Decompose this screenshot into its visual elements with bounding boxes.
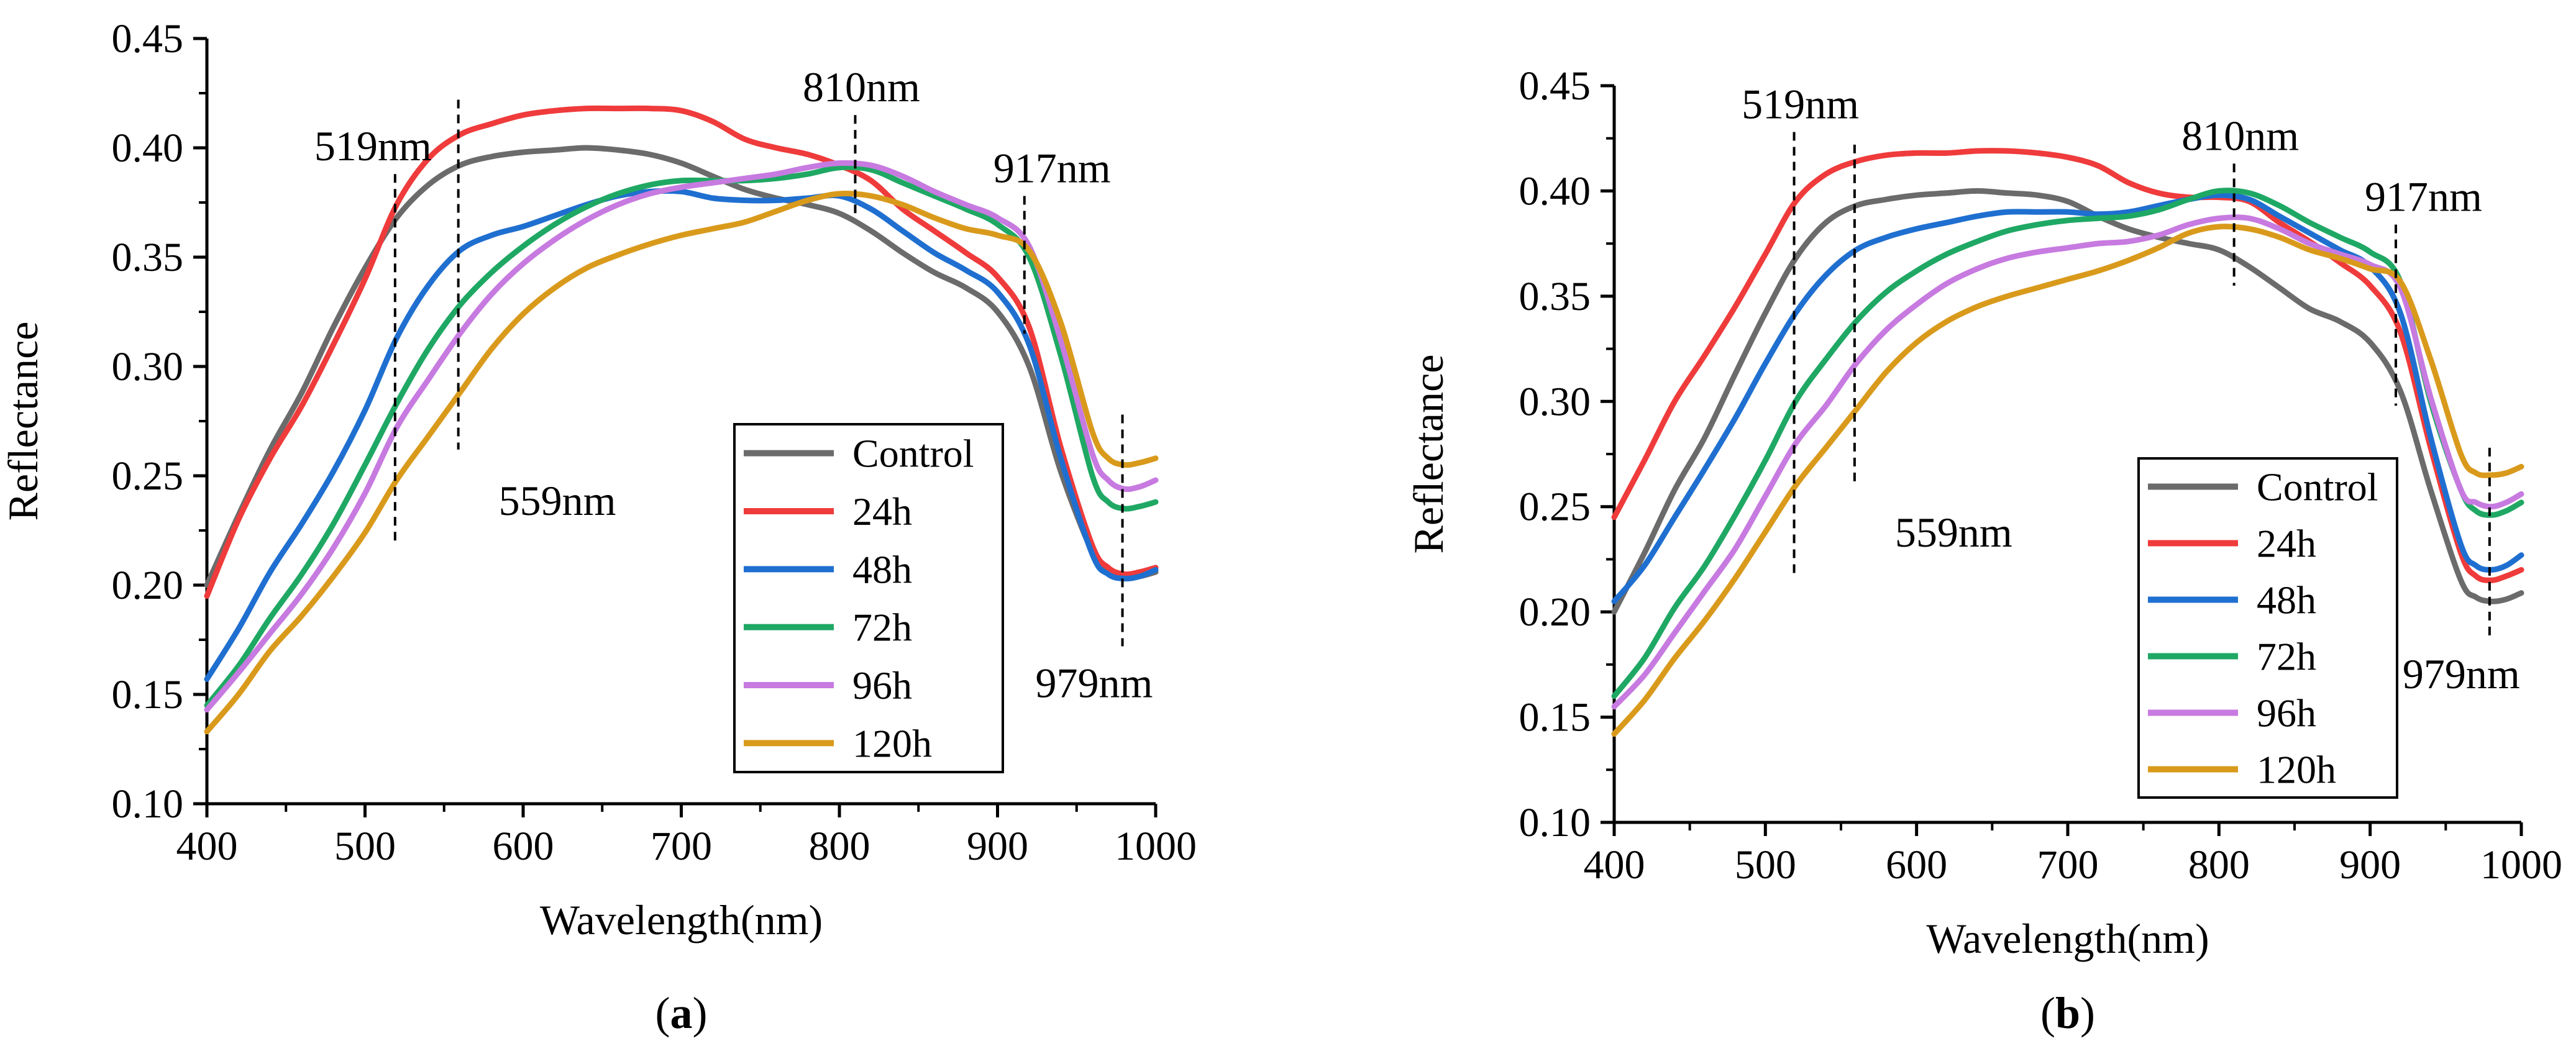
legend-label: Control <box>852 432 974 476</box>
y-axis-title: Reflectance <box>0 322 47 521</box>
x-tick-label: 400 <box>176 824 238 869</box>
panel-label: (a) <box>655 988 708 1038</box>
series-line-96h <box>1611 214 2524 710</box>
y-tick-label: 0.10 <box>1519 800 1591 845</box>
legend-label: 72h <box>2257 635 2316 679</box>
series-line-48h <box>1611 192 2524 604</box>
x-tick-label: 800 <box>809 824 870 869</box>
x-tick-label: 600 <box>493 824 554 869</box>
y-tick-label: 0.15 <box>1519 695 1591 740</box>
series-line-96h <box>204 160 1159 713</box>
legend-label: 120h <box>852 721 932 765</box>
chart-panel-a: 400 500 600 700 800 900 1000 0.10 0.15 0.20 0.25 0.… <box>0 16 1197 1038</box>
legend-box <box>2137 457 2398 799</box>
x-axis-title: Wavelength(nm) <box>1926 915 2209 962</box>
y-tick-label: 0.35 <box>1519 274 1591 319</box>
x-tick-label: 600 <box>1886 842 1947 888</box>
y-tick-label: 0.40 <box>1519 168 1591 214</box>
legend-label: 72h <box>852 606 912 650</box>
series-line-24h <box>204 105 1159 599</box>
y-tick-label: 0.30 <box>112 344 184 389</box>
x-tick-label: 800 <box>2188 842 2250 888</box>
series-line-control <box>204 145 1159 588</box>
y-tick-label: 0.35 <box>112 235 184 280</box>
y-tick-label: 0.25 <box>1519 484 1591 530</box>
legend-label: 48h <box>2257 578 2316 622</box>
y-tick-label: 0.15 <box>112 672 184 717</box>
annotation-label: 810nm <box>2181 112 2299 159</box>
annotation-label: 810nm <box>803 63 920 111</box>
x-tick-label: 700 <box>651 824 712 869</box>
y-tick-label: 0.45 <box>1519 63 1591 109</box>
series-line-48h <box>204 188 1159 682</box>
legend-label: 96h <box>852 663 912 707</box>
y-tick-label: 0.45 <box>112 16 184 61</box>
x-tick-label: 400 <box>1584 842 1645 888</box>
y-tick-label: 0.10 <box>112 781 184 827</box>
x-tick-label: 700 <box>2037 842 2099 888</box>
legend-label: Control <box>2257 465 2378 509</box>
panel-label: (b) <box>2040 988 2095 1038</box>
y-axis-title: Reflectance <box>1405 355 1452 554</box>
annotation-label: 979nm <box>1036 660 1153 707</box>
annotation-label: 559nm <box>499 477 616 524</box>
legend-box <box>733 423 1004 773</box>
series-line-72h <box>204 164 1159 709</box>
x-tick-label: 1000 <box>2480 842 2562 888</box>
y-tick-label: 0.20 <box>1519 589 1591 635</box>
legend-label: 120h <box>2257 748 2336 792</box>
annotation-label: 917nm <box>2365 173 2482 221</box>
legend-label: 24h <box>852 489 912 534</box>
series-line-120h <box>1611 224 2524 737</box>
x-axis-title: Wavelength(nm) <box>540 896 823 944</box>
y-tick-label: 0.30 <box>1519 379 1591 424</box>
legend-label: 24h <box>2257 522 2316 566</box>
annotation-label: 979nm <box>2403 650 2520 698</box>
legend-label: 96h <box>2257 691 2316 735</box>
annotation-label: 559nm <box>1895 509 2012 556</box>
y-tick-label: 0.25 <box>112 453 184 499</box>
x-tick-label: 900 <box>967 824 1028 869</box>
y-tick-label: 0.40 <box>112 125 184 171</box>
x-tick-label: 500 <box>1735 842 1796 888</box>
y-tick-label: 0.20 <box>112 563 184 608</box>
annotation-label: 519nm <box>1742 81 1859 128</box>
x-tick-label: 1000 <box>1115 824 1197 869</box>
annotation-label: 917nm <box>993 144 1111 191</box>
legend-label: 48h <box>852 547 912 591</box>
x-tick-label: 500 <box>334 824 396 869</box>
x-tick-label: 900 <box>2339 842 2401 888</box>
chart-panel-b: 400 500 600 700 800 900 1000 0.10 0.15 0.20 0.25 0.… <box>1405 63 2562 1038</box>
annotation-label: 519nm <box>314 122 432 170</box>
series-line-120h <box>204 191 1159 735</box>
